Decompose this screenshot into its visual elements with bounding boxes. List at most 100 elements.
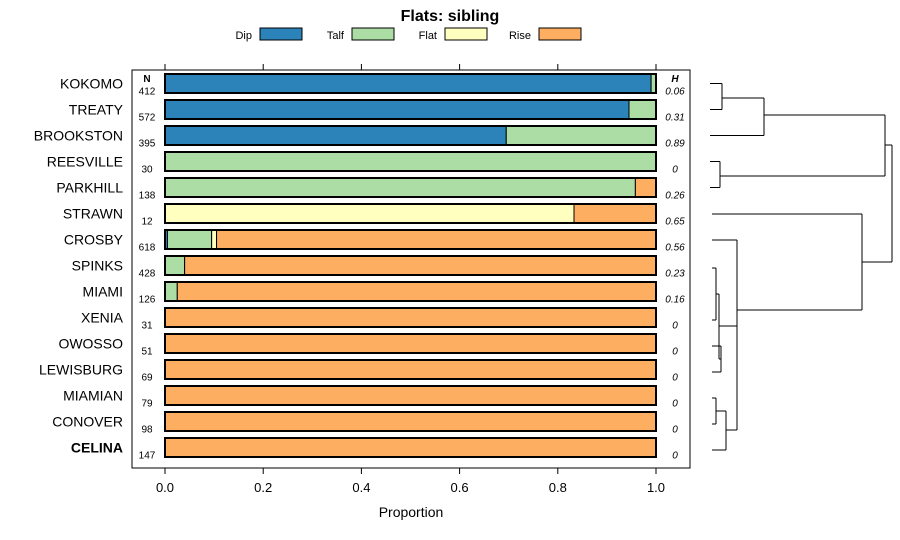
legend: Dip Talf Flat Rise bbox=[235, 27, 582, 42]
legend-label: Talf bbox=[327, 30, 345, 42]
n-value: 79 bbox=[141, 399, 153, 410]
bar-outline bbox=[164, 255, 657, 276]
bar-outline bbox=[164, 437, 657, 458]
legend-label: Dip bbox=[235, 30, 252, 42]
bar-segment bbox=[176, 281, 657, 302]
h-column-header: H bbox=[671, 74, 679, 85]
h-value: 0 bbox=[672, 451, 678, 462]
n-value: 30 bbox=[141, 165, 153, 176]
n-value: 395 bbox=[139, 139, 156, 150]
bar-segment bbox=[164, 99, 630, 120]
bar-outline bbox=[164, 411, 657, 432]
h-value: 0.65 bbox=[665, 217, 685, 228]
bar-segment bbox=[164, 177, 636, 198]
n-column-header: N bbox=[143, 74, 150, 85]
bar-segment bbox=[164, 125, 507, 146]
row-label: KOKOMO bbox=[60, 76, 123, 92]
bar-segment bbox=[164, 73, 652, 94]
x-tick-label: 0.6 bbox=[451, 480, 469, 495]
row-label: REESVILLE bbox=[47, 154, 123, 170]
row-label: STRAWN bbox=[63, 206, 123, 222]
h-value: 0.23 bbox=[665, 269, 685, 280]
row-label: CROSBY bbox=[64, 232, 124, 248]
bar-segment bbox=[164, 255, 186, 276]
row-label: OWOSSO bbox=[58, 336, 123, 352]
legend-swatch bbox=[444, 27, 488, 41]
row-label: TREATY bbox=[69, 102, 124, 118]
n-value: 428 bbox=[139, 269, 156, 280]
n-value: 98 bbox=[141, 425, 153, 436]
bar-segment bbox=[164, 151, 657, 172]
h-value: 0.31 bbox=[665, 113, 684, 124]
bar-outline bbox=[164, 307, 657, 328]
bar-outline bbox=[164, 203, 657, 224]
bar-outline bbox=[164, 177, 657, 198]
n-value: 138 bbox=[139, 191, 156, 202]
bar-outline bbox=[164, 151, 657, 172]
bar-segment bbox=[164, 333, 657, 354]
h-value: 0 bbox=[672, 347, 678, 358]
legend-label: Rise bbox=[509, 30, 531, 42]
bar-segment bbox=[216, 229, 657, 250]
row-label: PARKHILL bbox=[56, 180, 123, 196]
bar-outline bbox=[164, 73, 657, 94]
bar-outline bbox=[164, 125, 657, 146]
legend-label: Flat bbox=[419, 30, 437, 42]
h-value: 0.26 bbox=[665, 191, 685, 202]
n-value: 572 bbox=[139, 113, 156, 124]
bar-segment bbox=[164, 359, 657, 380]
bar-segment bbox=[628, 99, 657, 120]
chart-title: Flats: sibling bbox=[401, 8, 500, 25]
bar-outline bbox=[164, 99, 657, 120]
bar-segment bbox=[505, 125, 657, 146]
bar-segment bbox=[164, 281, 178, 302]
row-label: CELINA bbox=[71, 440, 123, 456]
bar-segment bbox=[166, 229, 213, 250]
row-label: CONOVER bbox=[52, 414, 123, 430]
h-value: 0.06 bbox=[665, 87, 685, 98]
h-labels: H 0.06 0.31 0.89 0 0.26 0.65 0.56 0.23 0.16 0 0 0 0 0 0 bbox=[665, 74, 685, 462]
bar-outline bbox=[164, 333, 657, 354]
bar-outline bbox=[164, 281, 657, 302]
bar-outline bbox=[164, 385, 657, 406]
n-value: 618 bbox=[139, 243, 156, 254]
x-tick-label: 0.8 bbox=[549, 480, 567, 495]
h-value: 0 bbox=[672, 165, 678, 176]
n-value: 69 bbox=[141, 373, 153, 384]
row-label: LEWISBURG bbox=[39, 362, 123, 378]
x-tick-label: 0.4 bbox=[352, 480, 370, 495]
bar-segment bbox=[164, 385, 657, 406]
n-value: 412 bbox=[139, 87, 156, 98]
legend-swatch bbox=[351, 27, 395, 41]
row-label: XENIA bbox=[81, 310, 124, 326]
x-axis: 0.0 0.2 0.4 0.6 0.8 1.0 bbox=[156, 64, 665, 495]
x-tick-label: 1.0 bbox=[647, 480, 665, 495]
plot-panel bbox=[131, 69, 691, 469]
row-labels: KOKOMO TREATY BROOKSTON REESVILLE PARKHILL ST… bbox=[34, 76, 124, 456]
h-value: 0.56 bbox=[665, 243, 685, 254]
bar-segment bbox=[184, 255, 657, 276]
n-value: 12 bbox=[141, 217, 153, 228]
bars bbox=[164, 73, 657, 458]
h-value: 0 bbox=[672, 399, 678, 410]
n-labels: N 412 572 395 30 138 12 618 428 126 31 51 69 79 98 147 bbox=[139, 74, 156, 462]
bar-segment bbox=[164, 203, 575, 224]
bar-segment bbox=[164, 307, 657, 328]
x-axis-title: Proportion bbox=[379, 504, 444, 520]
dendrogram bbox=[710, 83, 893, 451]
row-label: BROOKSTON bbox=[34, 128, 123, 144]
n-value: 126 bbox=[139, 295, 156, 306]
h-value: 0.89 bbox=[665, 139, 685, 150]
bar-segment bbox=[573, 203, 657, 224]
h-value: 0 bbox=[672, 373, 678, 384]
row-label: MIAMIAN bbox=[63, 388, 123, 404]
row-label: SPINKS bbox=[72, 258, 123, 274]
bar-segment bbox=[634, 177, 657, 198]
x-tick-label: 0.0 bbox=[156, 480, 174, 495]
bar-outline bbox=[164, 359, 657, 380]
h-value: 0 bbox=[672, 321, 678, 332]
n-value: 31 bbox=[141, 321, 153, 332]
bar-outline bbox=[164, 229, 657, 250]
x-tick-label: 0.2 bbox=[254, 480, 272, 495]
